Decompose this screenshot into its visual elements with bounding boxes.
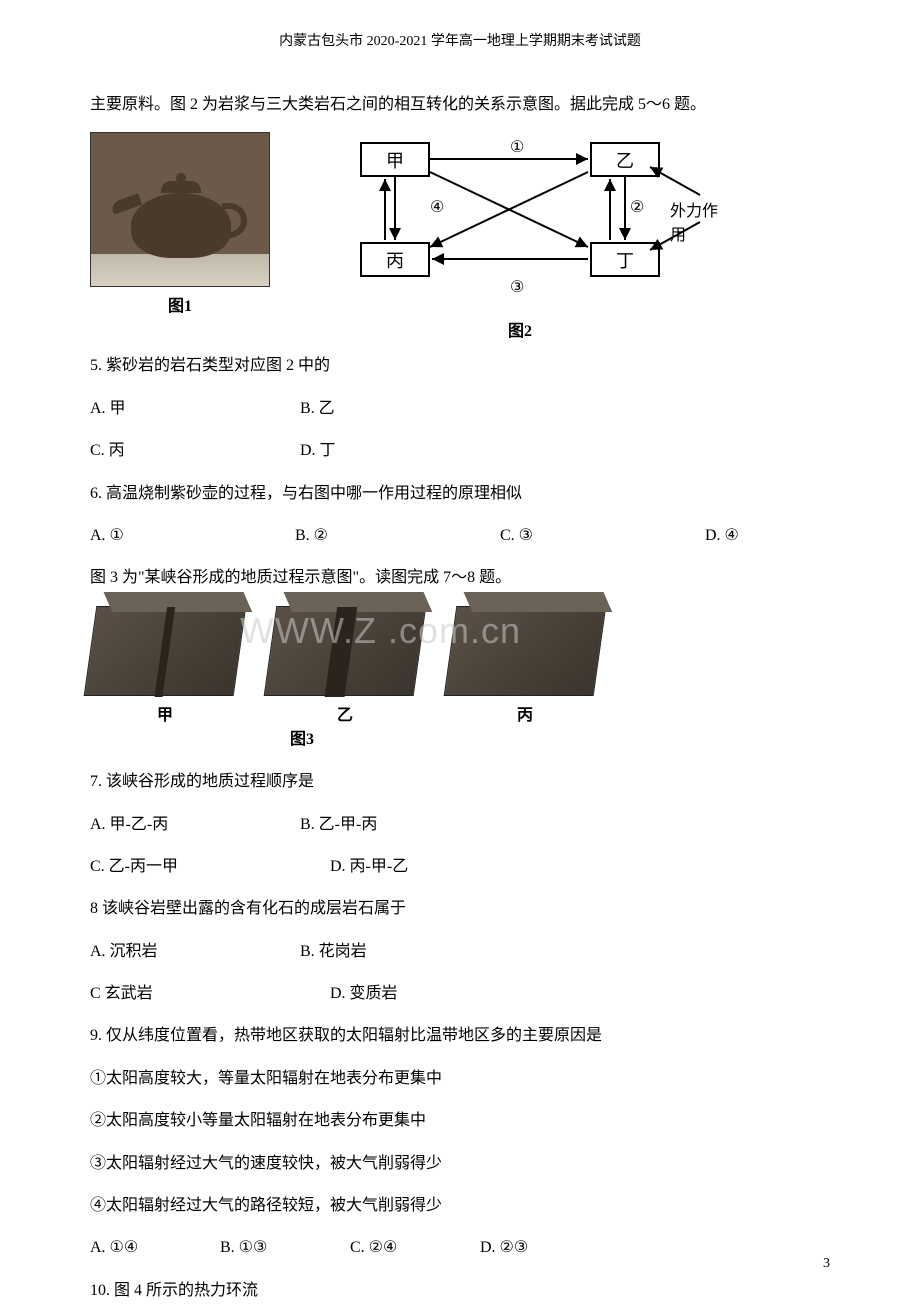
q9-statement-1: ①太阳高度较大，等量太阳辐射在地表分布更集中: [90, 1064, 830, 1094]
q5-option-b: B. 乙: [300, 394, 430, 424]
q6-option-c: C. ③: [500, 521, 625, 551]
q9-options: A. ①④ B. ①③ C. ②④ D. ②③: [90, 1233, 830, 1263]
arrow-label-2: ②: [630, 197, 644, 217]
q8-text: 8 该峡谷岩壁出露的含有化石的成层岩石属于: [90, 894, 830, 924]
q6-options: A. ① B. ② C. ③ D. ④: [90, 521, 830, 551]
fig3-block-bing: [444, 606, 607, 696]
fig3-label-bing: 丙: [450, 701, 600, 725]
rock-cycle-diagram: 甲 乙 丙 丁 外力作用 ① ② ③ ④: [310, 132, 730, 312]
fig3-labels: 甲 乙 丙: [90, 701, 830, 725]
q5-option-c: C. 丙: [90, 436, 220, 466]
q7-option-c: C. 乙-丙一甲: [90, 852, 250, 882]
fig3-label-jia: 甲: [90, 701, 240, 725]
fig3-block-yi: [264, 606, 427, 696]
q9-option-d: D. ②③: [480, 1233, 570, 1263]
q8-option-d: D. 变质岩: [330, 979, 460, 1009]
q7-option-d: D. 丙-甲-乙: [330, 852, 460, 882]
figure-3-row: [90, 606, 830, 696]
figures-row: 图1 甲 乙 丙 丁 外力作用 ① ② ③ ④: [90, 132, 830, 341]
q7-options-ab: A. 甲-乙-丙 B. 乙-甲-丙: [90, 810, 830, 840]
q5-text: 5. 紫砂岩的岩石类型对应图 2 中的: [90, 351, 830, 381]
fig3-intro: 图 3 为"某峡谷形成的地质过程示意图"。读图完成 7～8 题。: [90, 563, 830, 593]
q7-text: 7. 该峡谷形成的地质过程顺序是: [90, 767, 830, 797]
q9-text: 9. 仅从纬度位置看，热带地区获取的太阳辐射比温带地区多的主要原因是: [90, 1021, 830, 1051]
q9-option-a: A. ①④: [90, 1233, 180, 1263]
box-bing: 丙: [360, 242, 430, 277]
box-ding: 丁: [590, 242, 660, 277]
q7-option-b: B. 乙-甲-丙: [300, 810, 430, 840]
q8-options-cd: C 玄武岩 D. 变质岩: [90, 979, 830, 1009]
q8-option-c: C 玄武岩: [90, 979, 250, 1009]
q9-statement-3: ③太阳辐射经过大气的速度较快，被大气削弱得少: [90, 1149, 830, 1179]
q6-option-b: B. ②: [295, 521, 420, 551]
q10-text: 10. 图 4 所示的热力环流: [90, 1276, 830, 1306]
q7-option-a: A. 甲-乙-丙: [90, 810, 220, 840]
q5-options-ab: A. 甲 B. 乙: [90, 394, 830, 424]
arrow-label-1: ①: [510, 137, 524, 157]
figure-1-label: 图1: [168, 292, 192, 316]
q9-statement-2: ②太阳高度较小等量太阳辐射在地表分布更集中: [90, 1106, 830, 1136]
figure-2: 甲 乙 丙 丁 外力作用 ① ② ③ ④: [310, 132, 730, 341]
fig3-label-yi: 乙: [270, 701, 420, 725]
page-number: 3: [823, 1256, 830, 1272]
q5-options-cd: C. 丙 D. 丁: [90, 436, 830, 466]
arrow-label-4: ④: [430, 197, 444, 217]
external-force-label: 外力作用: [670, 197, 730, 245]
q9-option-c: C. ②④: [350, 1233, 440, 1263]
arrow-label-3: ③: [510, 277, 524, 297]
q6-text: 6. 高温烧制紫砂壶的过程，与右图中哪一作用过程的原理相似: [90, 479, 830, 509]
figure-3-label: 图3: [290, 725, 830, 755]
fig3-block-jia: [84, 606, 247, 696]
q7-options-cd: C. 乙-丙一甲 D. 丙-甲-乙: [90, 852, 830, 882]
q8-option-a: A. 沉积岩: [90, 937, 220, 967]
intro-text: 主要原料。图 2 为岩浆与三大类岩石之间的相互转化的关系示意图。据此完成 5～6…: [90, 90, 830, 120]
box-jia: 甲: [360, 142, 430, 177]
figure-1: 图1: [90, 132, 270, 316]
figure-2-label: 图2: [508, 317, 532, 341]
box-yi: 乙: [590, 142, 660, 177]
q8-options-ab: A. 沉积岩 B. 花岗岩: [90, 937, 830, 967]
q5-option-a: A. 甲: [90, 394, 220, 424]
q5-option-d: D. 丁: [300, 436, 430, 466]
q6-option-d: D. ④: [705, 521, 830, 551]
q9-statement-4: ④太阳辐射经过大气的路径较短，被大气削弱得少: [90, 1191, 830, 1221]
q6-option-a: A. ①: [90, 521, 215, 551]
q8-option-b: B. 花岗岩: [300, 937, 430, 967]
page-header: 内蒙古包头市 2020-2021 学年高一地理上学期期末考试试题: [90, 30, 830, 50]
q9-option-b: B. ①③: [220, 1233, 310, 1263]
teapot-image: [90, 132, 270, 287]
